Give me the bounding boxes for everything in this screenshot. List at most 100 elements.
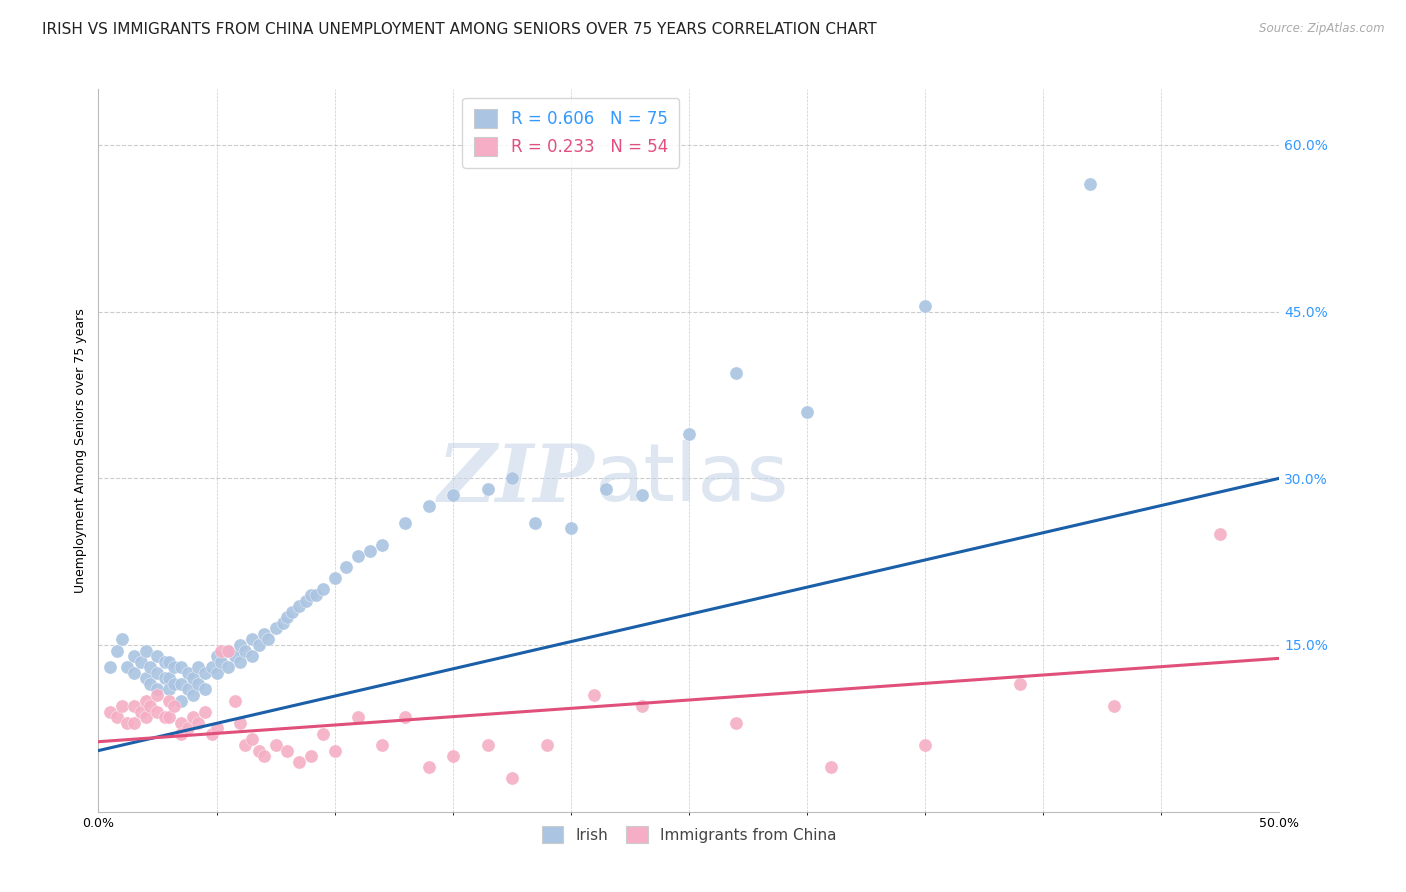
Point bbox=[394, 516, 416, 530]
Point bbox=[163, 699, 186, 714]
Point bbox=[139, 699, 162, 714]
Point bbox=[394, 710, 416, 724]
Point bbox=[187, 660, 209, 674]
Point bbox=[418, 499, 440, 513]
Point bbox=[194, 705, 217, 719]
Point bbox=[177, 682, 200, 697]
Point bbox=[170, 715, 193, 730]
Text: Source: ZipAtlas.com: Source: ZipAtlas.com bbox=[1260, 22, 1385, 36]
Point bbox=[257, 632, 280, 647]
Point bbox=[122, 649, 145, 664]
Point bbox=[224, 649, 246, 664]
Point bbox=[122, 699, 145, 714]
Point bbox=[247, 638, 270, 652]
Point bbox=[205, 649, 228, 664]
Point bbox=[157, 710, 180, 724]
Point bbox=[305, 588, 328, 602]
Point bbox=[177, 665, 200, 680]
Point bbox=[323, 743, 346, 757]
Point bbox=[288, 599, 311, 613]
Point bbox=[217, 660, 239, 674]
Point bbox=[477, 738, 499, 752]
Point bbox=[135, 710, 157, 724]
Point bbox=[240, 632, 263, 647]
Point bbox=[371, 538, 394, 552]
Point bbox=[146, 705, 169, 719]
Point bbox=[240, 732, 263, 747]
Text: IRISH VS IMMIGRANTS FROM CHINA UNEMPLOYMENT AMONG SENIORS OVER 75 YEARS CORRELAT: IRISH VS IMMIGRANTS FROM CHINA UNEMPLOYM… bbox=[42, 22, 877, 37]
Point bbox=[157, 671, 180, 685]
Point bbox=[271, 615, 294, 630]
Point bbox=[725, 366, 748, 380]
Point bbox=[181, 710, 204, 724]
Point bbox=[209, 643, 232, 657]
Point bbox=[1008, 677, 1031, 691]
Point bbox=[122, 715, 145, 730]
Point bbox=[201, 727, 224, 741]
Point bbox=[187, 715, 209, 730]
Point bbox=[163, 677, 186, 691]
Point bbox=[233, 738, 256, 752]
Point bbox=[229, 638, 252, 652]
Point bbox=[217, 643, 239, 657]
Point bbox=[1102, 699, 1125, 714]
Point bbox=[209, 655, 232, 669]
Point bbox=[295, 593, 318, 607]
Point bbox=[201, 660, 224, 674]
Point bbox=[105, 710, 128, 724]
Point bbox=[276, 743, 298, 757]
Point bbox=[229, 715, 252, 730]
Point bbox=[312, 582, 335, 597]
Point bbox=[98, 705, 121, 719]
Point bbox=[170, 677, 193, 691]
Text: ZIP: ZIP bbox=[437, 441, 595, 518]
Point bbox=[170, 693, 193, 707]
Point bbox=[359, 543, 381, 558]
Point bbox=[312, 727, 335, 741]
Point bbox=[98, 660, 121, 674]
Point bbox=[135, 693, 157, 707]
Point bbox=[229, 655, 252, 669]
Text: atlas: atlas bbox=[595, 441, 789, 518]
Point bbox=[157, 682, 180, 697]
Point bbox=[224, 693, 246, 707]
Point bbox=[501, 772, 523, 786]
Point bbox=[153, 671, 176, 685]
Point bbox=[441, 749, 464, 764]
Point bbox=[163, 660, 186, 674]
Point bbox=[194, 665, 217, 680]
Point bbox=[135, 643, 157, 657]
Point bbox=[240, 649, 263, 664]
Point bbox=[595, 483, 617, 497]
Point bbox=[347, 549, 370, 563]
Point bbox=[1209, 526, 1232, 541]
Point bbox=[129, 705, 152, 719]
Point bbox=[115, 715, 138, 730]
Point bbox=[253, 627, 276, 641]
Point bbox=[181, 688, 204, 702]
Point bbox=[536, 738, 558, 752]
Point bbox=[187, 677, 209, 691]
Point bbox=[115, 660, 138, 674]
Point bbox=[820, 760, 842, 774]
Point bbox=[323, 571, 346, 585]
Point bbox=[205, 722, 228, 736]
Point bbox=[146, 688, 169, 702]
Point bbox=[111, 699, 134, 714]
Point bbox=[560, 521, 582, 535]
Point bbox=[170, 660, 193, 674]
Point bbox=[264, 738, 287, 752]
Point bbox=[281, 605, 304, 619]
Point bbox=[146, 649, 169, 664]
Point bbox=[111, 632, 134, 647]
Point bbox=[105, 643, 128, 657]
Point bbox=[347, 710, 370, 724]
Point bbox=[153, 710, 176, 724]
Point bbox=[441, 488, 464, 502]
Point bbox=[288, 755, 311, 769]
Point bbox=[299, 749, 322, 764]
Point bbox=[253, 749, 276, 764]
Point bbox=[146, 682, 169, 697]
Point bbox=[247, 743, 270, 757]
Y-axis label: Unemployment Among Seniors over 75 years: Unemployment Among Seniors over 75 years bbox=[75, 308, 87, 593]
